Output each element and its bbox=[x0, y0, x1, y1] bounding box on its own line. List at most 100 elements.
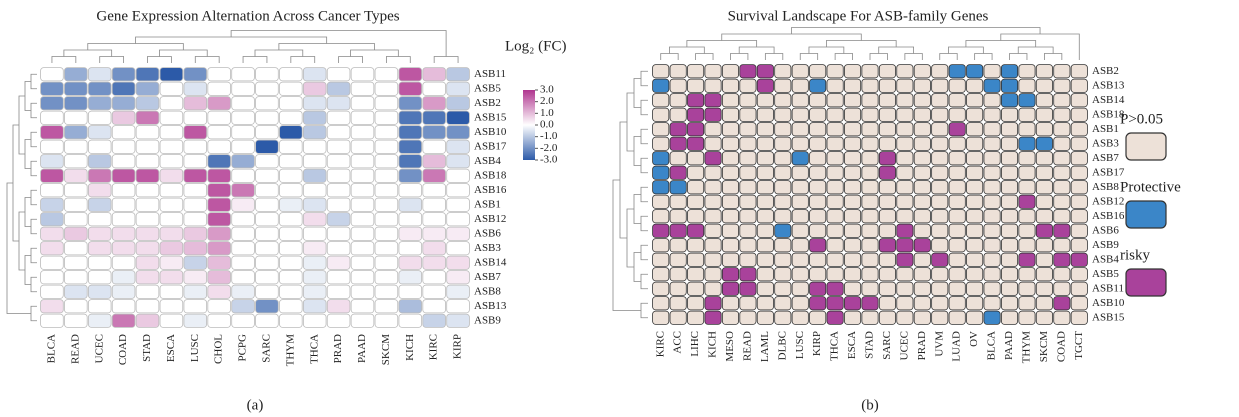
heatmap-cell bbox=[64, 139, 88, 154]
heatmap-cell bbox=[669, 107, 687, 122]
heatmap-cell bbox=[913, 194, 931, 209]
heatmap-cell bbox=[844, 267, 862, 282]
heatmap-cell bbox=[774, 252, 792, 267]
heatmap-cell bbox=[931, 122, 949, 137]
heatmap-cell bbox=[774, 93, 792, 108]
heatmap-cell bbox=[302, 212, 327, 227]
heatmap-cell bbox=[40, 197, 64, 212]
heatmap-cell bbox=[826, 136, 844, 151]
heatmap-cell bbox=[135, 154, 160, 169]
heatmap-cell bbox=[1001, 151, 1019, 166]
heatmap-cell bbox=[40, 313, 64, 328]
heatmap-cell bbox=[861, 180, 879, 195]
column-label: DLBC bbox=[776, 331, 788, 360]
heatmap-cell bbox=[983, 180, 1001, 195]
heatmap-cell bbox=[446, 226, 470, 241]
heatmap-cell bbox=[64, 255, 88, 270]
heatmap-cell bbox=[207, 139, 231, 154]
heatmap-cell bbox=[87, 299, 112, 314]
heatmap-cell bbox=[1035, 194, 1053, 209]
heatmap-cell bbox=[231, 255, 255, 270]
heatmap-cell bbox=[135, 299, 160, 314]
heatmap-cell bbox=[111, 139, 136, 154]
heatmap-cell bbox=[669, 165, 687, 180]
heatmap-cell bbox=[326, 139, 351, 154]
heatmap-cell bbox=[87, 154, 112, 169]
heatmap-cell bbox=[669, 223, 687, 238]
heatmap-cell bbox=[756, 194, 774, 209]
column-label: ESCA bbox=[846, 331, 858, 359]
heatmap-cell bbox=[948, 107, 966, 122]
heatmap-cell bbox=[861, 209, 879, 224]
heatmap-cell bbox=[826, 296, 844, 311]
heatmap-cell bbox=[350, 270, 375, 285]
legend-swatch bbox=[1125, 268, 1167, 297]
heatmap-cell bbox=[446, 154, 470, 169]
heatmap-cell bbox=[844, 209, 862, 224]
heatmap-cell bbox=[948, 310, 966, 325]
row-label: ASB9 bbox=[1092, 239, 1119, 251]
row-label: ASB12 bbox=[474, 213, 506, 225]
heatmap-cell bbox=[40, 139, 64, 154]
heatmap-cell bbox=[739, 296, 757, 311]
heatmap-cell bbox=[913, 180, 931, 195]
heatmap-cell bbox=[398, 110, 423, 125]
heatmap-cell bbox=[878, 238, 896, 253]
heatmap-cell bbox=[809, 93, 827, 108]
heatmap-cell bbox=[207, 81, 231, 96]
heatmap-cell bbox=[1001, 64, 1019, 79]
heatmap-cell bbox=[446, 168, 470, 183]
heatmap-cell bbox=[687, 64, 705, 79]
heatmap-cell bbox=[966, 223, 984, 238]
row-label: ASB5 bbox=[474, 82, 501, 94]
row-label: ASB6 bbox=[1092, 224, 1119, 236]
heatmap-cell bbox=[774, 296, 792, 311]
heatmap-cell bbox=[931, 151, 949, 166]
heatmap-cell bbox=[878, 64, 896, 79]
heatmap-cell bbox=[652, 151, 670, 166]
heatmap-cell bbox=[1001, 267, 1019, 282]
heatmap-cell bbox=[64, 183, 88, 198]
heatmap-cell bbox=[40, 168, 64, 183]
row-label: ASB18 bbox=[474, 169, 507, 181]
heatmap-cell bbox=[111, 299, 136, 314]
heatmap-cell bbox=[398, 67, 423, 82]
heatmap-cell bbox=[446, 183, 470, 198]
heatmap-cell bbox=[1070, 107, 1088, 122]
heatmap-cell bbox=[183, 212, 208, 227]
heatmap-cell bbox=[422, 226, 446, 241]
column-label: READ bbox=[741, 331, 753, 361]
heatmap-cell bbox=[1070, 310, 1088, 325]
heatmap-cell bbox=[350, 284, 375, 299]
heatmap-cell bbox=[774, 180, 792, 195]
heatmap-cell bbox=[652, 78, 670, 93]
heatmap-cell bbox=[774, 267, 792, 282]
heatmap-cell bbox=[1070, 136, 1088, 151]
heatmap-cell bbox=[826, 165, 844, 180]
heatmap-cell bbox=[255, 284, 279, 299]
heatmap-cell bbox=[255, 96, 279, 111]
heatmap-cell bbox=[111, 212, 136, 227]
heatmap-cell bbox=[791, 238, 809, 253]
heatmap-cell bbox=[374, 183, 399, 198]
heatmap-cell bbox=[374, 284, 399, 299]
heatmap-cell bbox=[739, 194, 757, 209]
heatmap-cell bbox=[1018, 122, 1036, 137]
heatmap-cell bbox=[896, 238, 914, 253]
heatmap-cell bbox=[374, 110, 399, 125]
heatmap-cell bbox=[1070, 93, 1088, 108]
heatmap-cell bbox=[231, 241, 255, 256]
heatmap-cell bbox=[1035, 267, 1053, 282]
heatmap-cell bbox=[739, 180, 757, 195]
heatmap-cell bbox=[207, 299, 231, 314]
heatmap-cell bbox=[774, 107, 792, 122]
heatmap-cell bbox=[878, 93, 896, 108]
colorbar-tick-label: -1.0 bbox=[540, 130, 558, 142]
heatmap-cell bbox=[896, 194, 914, 209]
heatmap-cell bbox=[861, 93, 879, 108]
heatmap-cell bbox=[1035, 296, 1053, 311]
heatmap-cell bbox=[966, 238, 984, 253]
heatmap-cell bbox=[861, 165, 879, 180]
column-label: PRAD bbox=[916, 331, 928, 360]
heatmap-cell bbox=[913, 281, 931, 296]
